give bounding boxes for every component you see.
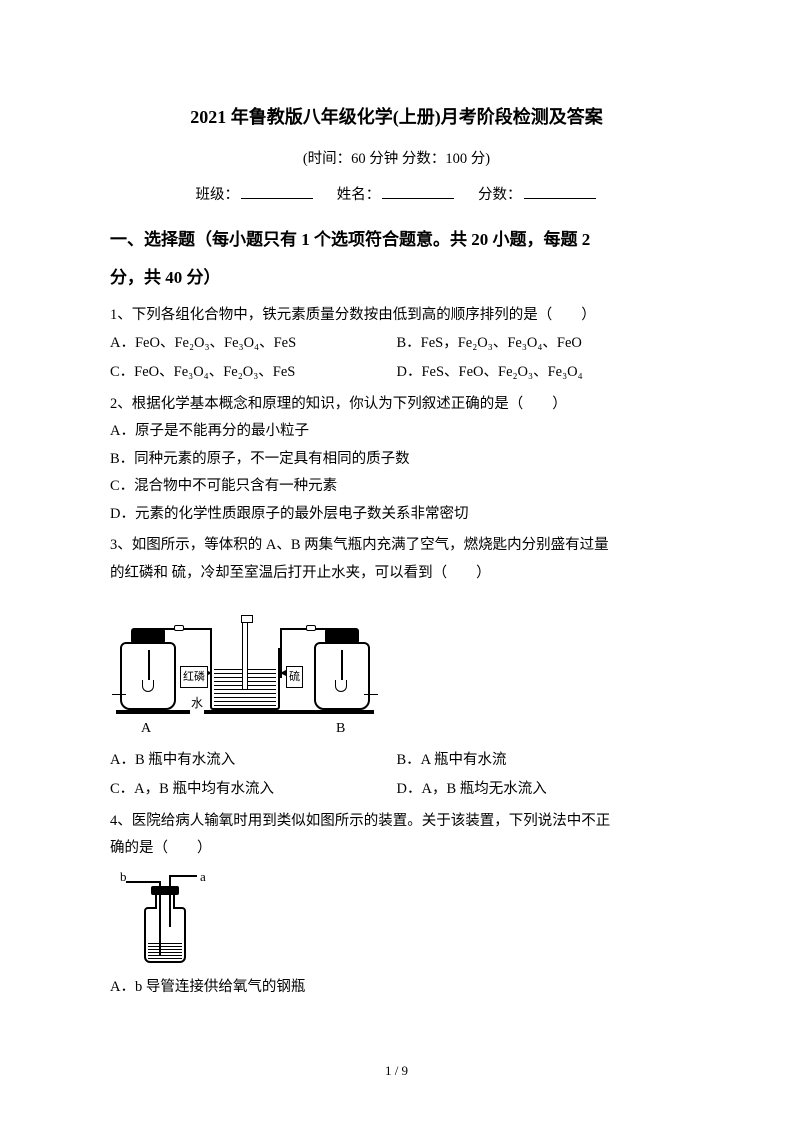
student-info-line: 班级： 姓名： 分数： [110,182,683,210]
q3-opt-b: B．A 瓶中有水流 [397,747,684,775]
score-label: 分数： [478,187,522,203]
q3-figure: 红磷 硫 水 A B [110,598,380,743]
base-line [116,710,374,714]
exam-title: 2021 年鲁教版八年级化学(上册)月考阶段检测及答案 [110,100,683,134]
q1-text: 1、下列各组化合物中，铁元素质量分数按由低到高的顺序排列的是（ ） [110,302,683,330]
q2-opt-b: B．同种元素的原子，不一定具有相同的质子数 [110,446,683,474]
q1-opt-a: A．FeO、Fe₂O₃、Fe₃O₄、FeS [110,330,397,358]
wave-left [112,694,126,695]
q1-opt-b: B．FeS，Fe₂O₃、Fe₃O₄、FeO [397,330,684,358]
q4-opt-a: A．b 导管连接供给氧气的钢瓶 [110,974,683,1002]
question-1: 1、下列各组化合物中，铁元素质量分数按由低到高的顺序排列的是（ ） A．FeO、… [110,302,683,387]
fig2-tube-a-in [169,875,171,927]
fig2-label-b: b [120,865,127,890]
q4-figure: b a [118,869,213,974]
jar-a-cap [131,628,165,644]
fig2-tube-a-h [169,875,197,877]
thermometer [242,620,248,690]
section-1-line1: 一、选择题（每小题只有 1 个选项符合题意。共 20 小题，每题 2 [110,221,683,258]
label-sulfur: 硫 [286,666,303,689]
section-1-heading: 一、选择题（每小题只有 1 个选项符合题意。共 20 小题，每题 2 分，共 4… [110,221,683,296]
page-footer: 1 / 9 [0,1059,793,1084]
jar-b-cap [325,628,359,644]
q3-text2: 的红磷和 硫，冷却至室温后打开止水夹，可以看到（ ） [110,560,683,588]
q2-opt-a: A．原子是不能再分的最小粒子 [110,418,683,446]
label-red-phosphorus: 红磷 [180,666,208,689]
q2-opt-c: C．混合物中不可能只含有一种元素 [110,473,683,501]
exam-meta: (时间：60 分钟 分数：100 分) [110,146,683,174]
fig2-water [148,941,182,959]
clamp-right [306,625,316,631]
fig2-label-a: a [200,865,206,890]
q4-text1: 4、医院给病人输氧时用到类似如图所示的装置。关于该装置，下列说法中不正 [110,808,683,836]
q3-opt-c: C．A，B 瓶中均有水流入 [110,776,397,804]
question-2: 2、根据化学基本概念和原理的知识，你认为下列叙述正确的是（ ） A．原子是不能再… [110,391,683,529]
clamp-left [174,625,184,631]
class-label: 班级： [196,187,240,203]
q2-opt-d: D．元素的化学性质跟原子的最外层电子数关系非常密切 [110,501,683,529]
wave-right [364,694,378,695]
fig2-neck [155,893,175,909]
label-water: 水 [190,692,204,715]
section-1-line2: 分，共 40 分） [110,259,683,296]
name-blank[interactable] [382,183,454,199]
spoon-right [335,680,347,692]
q3-opt-d: D．A，B 瓶均无水流入 [397,776,684,804]
name-label: 姓名： [337,187,381,203]
fig2-cap [151,886,179,895]
fig2-tube-b-h [126,881,160,883]
q1-opt-c: C．FeO、Fe₃O₄、Fe₂O₃、FeS [110,359,397,387]
fig2-tube-b-in [159,881,161,955]
q3-text1: 3、如图所示，等体积的 A、B 两集气瓶内充满了空气，燃烧匙内分别盛有过量 [110,532,683,560]
score-blank[interactable] [524,183,596,199]
question-3: 3、如图所示，等体积的 A、B 两集气瓶内充满了空气，燃烧匙内分别盛有过量 的红… [110,532,683,803]
q2-text: 2、根据化学基本概念和原理的知识，你认为下列叙述正确的是（ ） [110,391,683,419]
spoon-left [142,680,154,692]
question-4: 4、医院给病人输氧时用到类似如图所示的装置。关于该装置，下列说法中不正 确的是（… [110,808,683,1002]
label-b: B [335,716,346,743]
label-a: A [140,716,152,743]
class-blank[interactable] [241,183,313,199]
q4-text2: 确的是（ ） [110,835,683,863]
q3-opt-a: A．B 瓶中有水流入 [110,747,397,775]
q1-opt-d: D．FeS、FeO、Fe₂O₃、Fe₃O₄ [397,359,684,387]
